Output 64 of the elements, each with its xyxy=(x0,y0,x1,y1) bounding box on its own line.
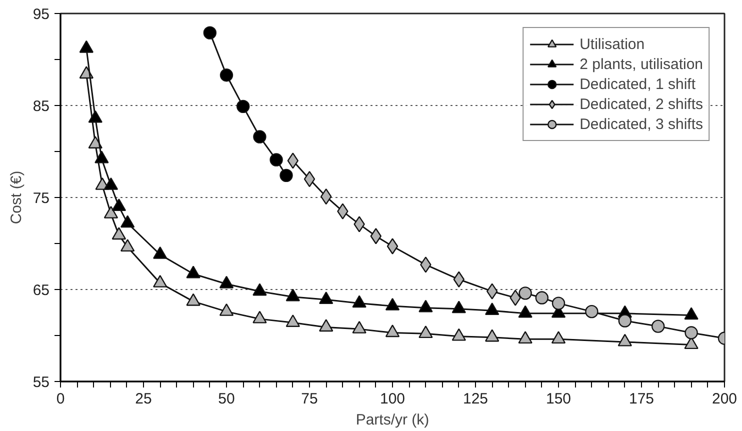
x-tick-label: 100 xyxy=(380,390,406,408)
point xyxy=(618,334,632,346)
point xyxy=(352,295,366,308)
point xyxy=(203,26,216,40)
point xyxy=(418,326,433,338)
point xyxy=(252,283,267,296)
point xyxy=(112,198,126,212)
legend-label: Dedicated, 1 shift xyxy=(580,76,696,92)
x-axis-title: Parts/yr (k) xyxy=(356,412,430,428)
point xyxy=(186,266,200,278)
point xyxy=(352,320,366,334)
point xyxy=(153,246,168,259)
point xyxy=(518,305,532,318)
x-tick-label: 125 xyxy=(462,390,488,408)
y-tick-label: 65 xyxy=(32,282,50,299)
point xyxy=(153,274,168,288)
legend-label: Dedicated, 3 shifts xyxy=(580,116,703,132)
x-tick-label: 25 xyxy=(135,390,152,408)
y-axis-title: Cost (€) xyxy=(8,170,25,224)
point xyxy=(253,130,266,144)
point xyxy=(220,68,234,82)
point xyxy=(219,276,234,288)
point xyxy=(270,153,283,166)
y-tick-label: 55 xyxy=(32,374,50,391)
point xyxy=(319,319,334,332)
point xyxy=(120,215,135,228)
point xyxy=(280,168,293,182)
point xyxy=(236,100,250,114)
point xyxy=(518,331,532,344)
y-tick-label: 85 xyxy=(32,98,50,115)
point xyxy=(219,303,234,316)
point xyxy=(304,171,316,188)
y-tick-label: 95 xyxy=(32,6,50,23)
point xyxy=(385,324,400,338)
point xyxy=(385,298,400,310)
point xyxy=(485,302,500,316)
point xyxy=(88,110,102,123)
point xyxy=(104,177,118,190)
x-tick-label: 150 xyxy=(546,390,572,408)
point xyxy=(319,292,334,304)
legend-label: 2 plants, utilisation xyxy=(580,56,703,72)
point xyxy=(485,329,500,342)
x-tick-label: 175 xyxy=(628,390,654,408)
point xyxy=(286,288,300,302)
point xyxy=(104,206,118,218)
x-tick-label: 50 xyxy=(218,390,235,408)
point xyxy=(452,328,466,341)
point xyxy=(112,227,126,240)
x-tick-label: 200 xyxy=(712,390,738,408)
x-tick-label: 0 xyxy=(56,390,65,408)
point xyxy=(186,293,200,306)
x-tick-label: 75 xyxy=(301,390,318,408)
point xyxy=(684,307,698,320)
point xyxy=(452,300,466,314)
legend-label: Utilisation xyxy=(580,36,645,52)
point xyxy=(418,300,433,312)
point xyxy=(94,150,109,164)
point xyxy=(551,331,566,344)
point xyxy=(252,310,267,324)
y-tick-label: 75 xyxy=(32,190,50,207)
legend-label: Dedicated, 2 shifts xyxy=(580,96,703,112)
point xyxy=(386,238,398,254)
point xyxy=(120,239,135,252)
point xyxy=(286,314,300,327)
